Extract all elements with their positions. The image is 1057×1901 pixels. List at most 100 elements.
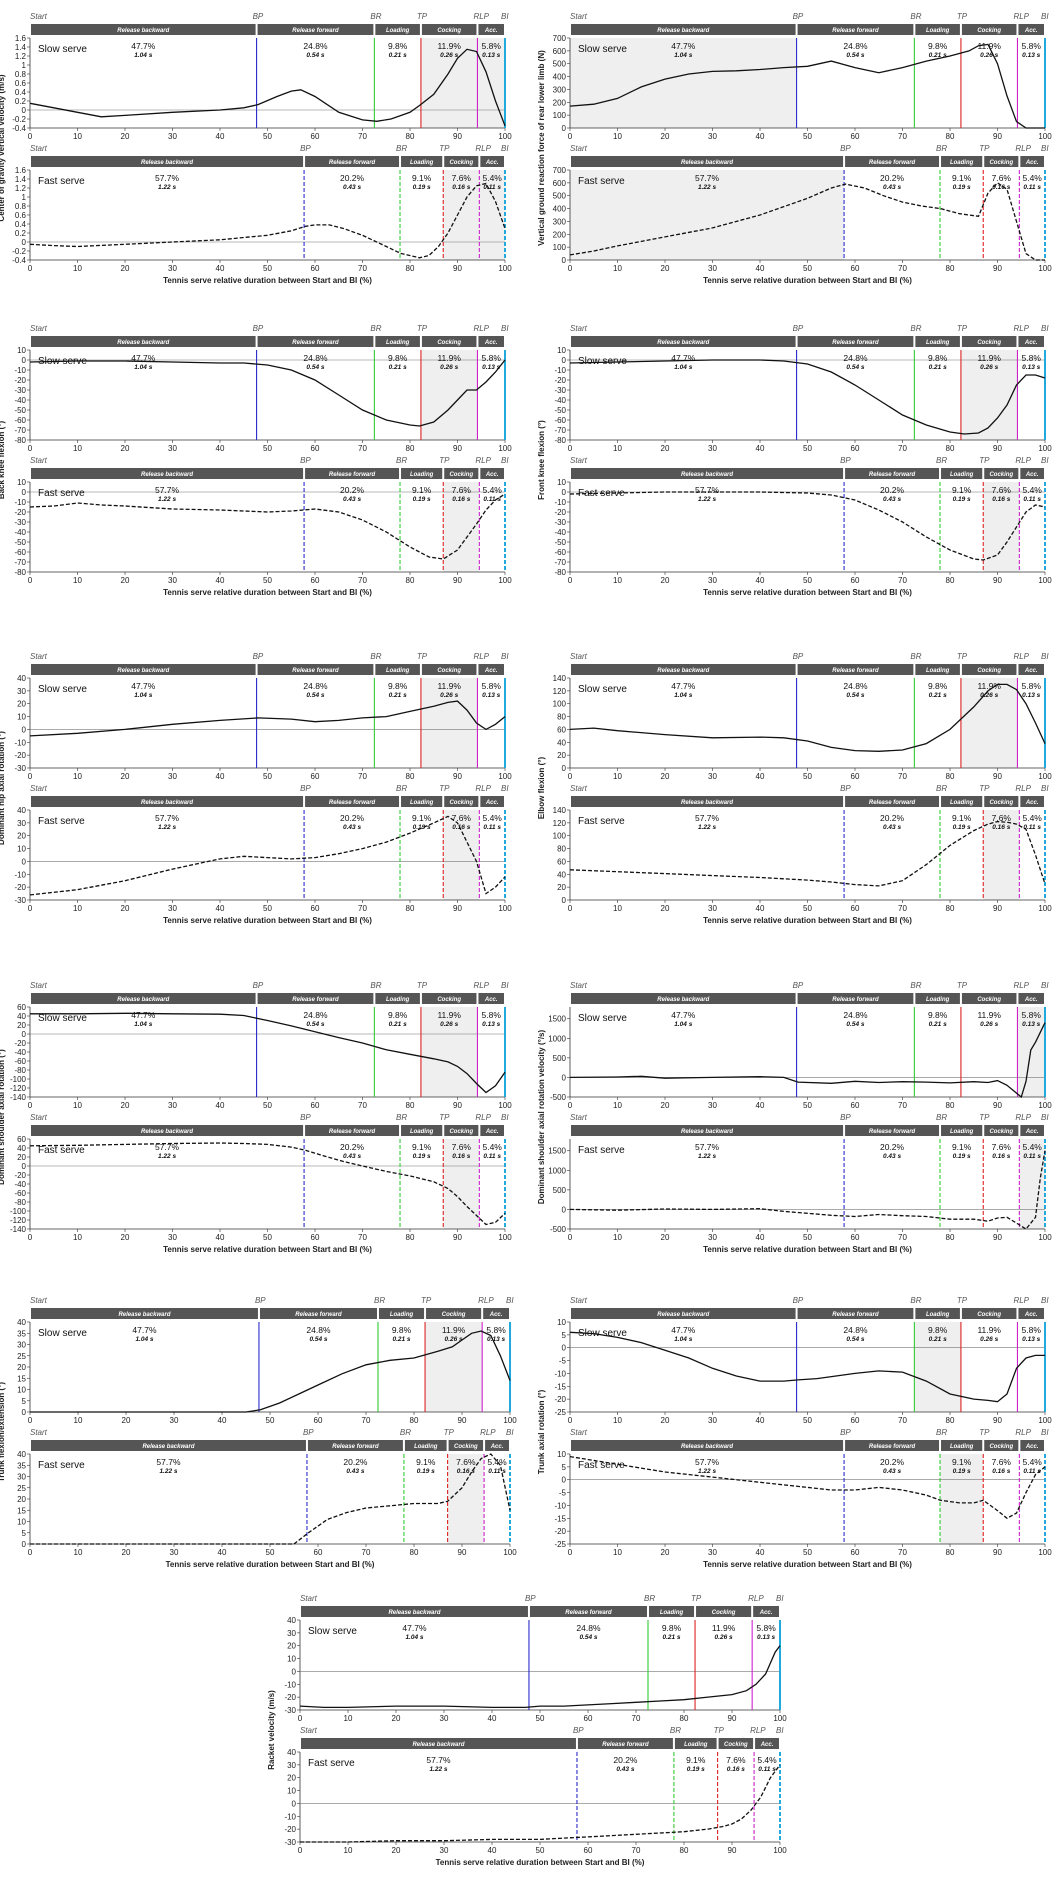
- chart-2-slow-phase-bar-3: [421, 336, 477, 347]
- chart-8-slow-xtick-label-4: 40: [218, 1416, 227, 1425]
- chart-10-fast-ytick-label-4: 10: [287, 1787, 296, 1796]
- chart-2-slow-xtick-label-9: 90: [453, 444, 462, 453]
- chart-6-fast-phase-pct-1: 20.2%: [340, 1142, 365, 1152]
- chart-4-slow-series-line: [29, 700, 506, 737]
- chart-9-fast-ytick-label-4: -5: [559, 1489, 567, 1498]
- chart-2-slow-phase-pct-0: 47.7%: [131, 353, 156, 363]
- chart-8-fast-series-line: [30, 1453, 511, 1545]
- chart-4-slow-phase-bar-2: [375, 664, 420, 675]
- chart-8-slow-phase-name-4: Acc.: [489, 1312, 503, 1318]
- chart-4-slow-serve-label: Slow serve: [38, 684, 87, 695]
- chart-3-slow-event-3: TP: [957, 324, 968, 333]
- chart-8-fast-phase-time-1: 0.43 s: [346, 1468, 364, 1475]
- chart-0-slow-phase-pct-3: 11.9%: [437, 41, 461, 51]
- chart-0-slow-phase-name-0: Release backward: [117, 28, 169, 34]
- chart-5-fast-ytick-label-6: 120: [553, 819, 567, 828]
- chart-2-slow-event-3: TP: [417, 324, 428, 333]
- chart-1-fast-series-line: [569, 182, 1045, 261]
- chart-6-fast-event-0: Start: [30, 1113, 48, 1122]
- chart-8-slow-xtick-label-6: 60: [314, 1416, 323, 1425]
- chart-0-fast-phase-name-1: Release forward: [329, 160, 376, 166]
- chart-8-slow-phase-time-0: 1.04 s: [135, 1336, 153, 1343]
- chart-4-fast-phase-name-4: Acc.: [485, 800, 499, 806]
- chart-4-slow-event-1: BP: [253, 652, 264, 661]
- chart-6-fast-ytick-label-10: 60: [17, 1135, 26, 1144]
- chart-9-slow-phase-bar-2: [915, 1308, 960, 1319]
- chart-2-slow-ytick-label-2: -60: [14, 416, 26, 425]
- chart-2-slow-phase-name-3: Cocking: [437, 340, 461, 346]
- chart-3: Start BP BR TP RLP BI Release backward Release …: [537, 324, 1052, 597]
- chart-9-slow-xtick-label-8: 80: [946, 1416, 955, 1425]
- chart-10-slow-event-5: BI: [776, 1594, 784, 1603]
- chart-5-fast-phase-bar-1: [845, 796, 940, 807]
- chart-5-slow-event-1: BP: [793, 652, 804, 661]
- chart-9-fast-phase-name-4: Acc.: [1025, 1444, 1039, 1450]
- chart-9-fast-xtick-label-9: 90: [993, 1548, 1002, 1557]
- chart-7-fast-ytick-label-2: 500: [553, 1186, 567, 1195]
- chart-9-slow-phase-pct-3: 11.9%: [977, 1325, 1001, 1335]
- chart-10-fast-xtick-label-4: 40: [488, 1846, 497, 1855]
- chart-1-fast-phase-bar-1: [845, 156, 940, 167]
- chart-10-slow-event-0: Start: [300, 1594, 318, 1603]
- chart-2-slow-phase-time-3: 0.26 s: [440, 364, 458, 371]
- chart-0-slow-ytick-label-8: 1.2: [15, 52, 27, 61]
- chart-6-fast-ytick-label-4: -60: [14, 1189, 26, 1198]
- chart-5-slow-phase-bar-1: [797, 664, 914, 675]
- chart-10-fast-phase-name-0: Release backward: [412, 1742, 464, 1748]
- chart-6-slow-xtick-label-8: 80: [406, 1101, 415, 1110]
- chart-0-slow-phase-name-1: Release forward: [292, 28, 339, 34]
- chart-0-slow-phase-time-1: 0.54 s: [306, 52, 324, 59]
- chart-2-fast-event-1: BP: [300, 456, 311, 465]
- chart-6-slow-xtick-label-10: 100: [498, 1101, 512, 1110]
- chart-10-xlabel: Tennis serve relative duration between S…: [436, 1858, 645, 1867]
- chart-9-fast-phase-pct-1: 20.2%: [880, 1457, 905, 1467]
- chart-2-slow-xtick-label-10: 100: [498, 444, 512, 453]
- chart-2-fast-phase-bar-2: [401, 468, 443, 479]
- chart-9-slow-phase-bar-1: [797, 1308, 914, 1319]
- chart-5-slow-event-3: TP: [957, 652, 968, 661]
- chart-10-slow-phase-name-3: Cocking: [712, 1610, 736, 1616]
- chart-5-fast-event-3: TP: [979, 784, 990, 793]
- chart-3-slow-phase-bar-0: [571, 336, 796, 347]
- chart-2-fast-phase-time-0: 1.22 s: [158, 496, 176, 503]
- chart-6-slow-phase-time-0: 1.04 s: [134, 1021, 152, 1028]
- chart-1-slow-phase-time-0: 1.04 s: [674, 52, 692, 59]
- chart-6-fast-ytick-label-7: 0: [22, 1162, 27, 1171]
- chart-10-fast-event-0: Start: [300, 1726, 318, 1735]
- chart-8-fast-shaded-phase: [447, 1454, 485, 1544]
- chart-0-fast-event-4: RLP: [475, 144, 491, 153]
- chart-9-fast-phase-name-2: Loading: [950, 1444, 974, 1450]
- chart-1-fast-event-5: BI: [1041, 144, 1049, 153]
- chart-10-fast-phase-name-4: Acc.: [760, 1742, 774, 1748]
- chart-5-fast-phase-bar-4: [1020, 796, 1044, 807]
- chart-0-fast-shaded-phase: [443, 170, 505, 260]
- chart-4-slow-xtick-label-1: 10: [73, 772, 82, 781]
- chart-5-slow-xtick-label-4: 40: [756, 772, 765, 781]
- chart-5-slow-xtick-label-9: 90: [993, 772, 1002, 781]
- chart-7-fast-phase-time-2: 0.19 s: [953, 1153, 971, 1160]
- chart-2-fast-xtick-label-1: 10: [73, 576, 82, 585]
- chart-6-slow-ytick-label-3: -80: [14, 1066, 26, 1075]
- chart-1-fast-phase-pct-4: 5.4%: [1022, 173, 1042, 183]
- chart-0-fast-phase-bar-1: [305, 156, 400, 167]
- chart-2-fast-phase-pct-2: 9.1%: [412, 485, 432, 495]
- chart-8-fast-phase-time-3: 0.16 s: [457, 1468, 475, 1475]
- chart-9-slow-xtick-label-1: 10: [613, 1416, 622, 1425]
- chart-7-slow-xtick-label-4: 40: [756, 1101, 765, 1110]
- chart-7-slow-phase-bar-2: [915, 993, 960, 1004]
- chart-0-fast-phase-pct-1: 20.2%: [340, 173, 365, 183]
- chart-3-slow-phase-pct-4: 5.8%: [1022, 353, 1042, 363]
- chart-6-fast-ytick-label-9: 40: [17, 1144, 26, 1153]
- chart-7-fast-phase-bar-4: [1020, 1125, 1044, 1136]
- chart-8-fast-ytick-label-0: 0: [22, 1540, 27, 1549]
- chart-0-slow-phase-pct-2: 9.8%: [388, 41, 408, 51]
- chart-10-slow-xtick-label-2: 20: [392, 1714, 401, 1723]
- chart-6-fast-phase-time-4: 0.11 s: [483, 1153, 501, 1160]
- chart-10-fast-phase-bar-3: [718, 1738, 754, 1749]
- chart-6-fast-xtick-label-3: 30: [168, 1233, 177, 1242]
- chart-0-slow-event-4: RLP: [473, 12, 489, 21]
- chart-8-slow-ytick-label-7: 35: [17, 1329, 26, 1338]
- chart-8-slow-xtick-label-9: 90: [458, 1416, 467, 1425]
- chart-6-slow-event-5: BI: [501, 981, 509, 990]
- chart-4-fast-phase-time-1: 0.43 s: [343, 824, 361, 831]
